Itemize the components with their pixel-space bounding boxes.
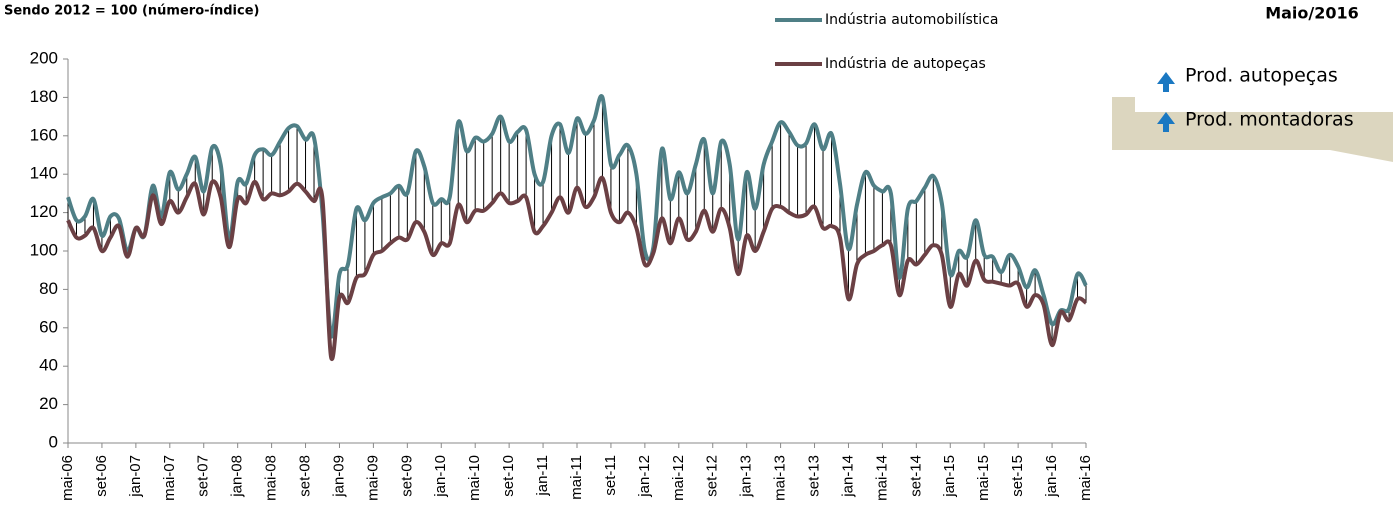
y-tick-label: 0 [49,432,58,451]
x-tick-label: mai-16 [1077,455,1094,501]
x-tick-label: mai-07 [161,455,178,501]
x-tick-label: jan-07 [127,455,144,498]
y-tick-label: 160 [30,125,58,144]
x-tick-label: set-08 [297,455,314,497]
y-tick-label: 60 [39,317,58,336]
x-tick-label: mai-14 [873,455,890,501]
x-tick-label: set-09 [398,455,415,497]
panel-bg [1112,97,1393,162]
x-tick-label: mai-15 [975,455,992,501]
x-tick-label: jan-13 [738,455,755,498]
x-tick-label: set-11 [602,455,619,496]
series-line [66,94,1088,339]
y-tick-label: 100 [30,240,58,259]
x-tick-label: mai-06 [59,455,76,501]
legend-label: Indústria de autopeças [825,56,986,72]
y-tick-label: 140 [30,164,58,183]
subtitle: Sendo 2012 = 100 (número-índice) [4,4,259,19]
x-tick-label: mai-10 [466,455,483,501]
x-tick-label: set-12 [704,455,721,497]
x-tick-label: jan-10 [432,455,449,498]
x-tick-label: mai-11 [568,455,585,500]
legend-label: Indústria automobilística [825,12,998,28]
x-tick-label: jan-16 [1043,455,1060,498]
x-tick-label: jan-14 [839,455,856,498]
y-tick-label: 20 [39,394,58,413]
x-tick-label: mai-08 [263,455,280,501]
arrow-icons [1157,72,1175,132]
y-tick-label: 180 [30,87,58,106]
y-tick-label: 80 [39,279,58,298]
y-tick-label: 120 [30,202,58,221]
x-tick-label: mai-09 [364,455,381,501]
panel-item: Prod. autopeças [1185,65,1338,87]
x-tick-label: mai-12 [670,455,687,501]
x-tick-label: jan-11 [534,455,551,497]
x-tick-label: jan-08 [229,455,246,498]
x-tick-label: mai-13 [772,455,789,501]
x-tick-label: set-10 [500,455,517,497]
x-tick-label: set-13 [806,455,823,497]
x-tick-label: jan-09 [330,455,347,498]
x-tick-label: set-15 [1009,455,1026,497]
y-tick-label: 200 [30,48,58,67]
x-tick-label: jan-12 [636,455,653,498]
y-tick-label: 40 [39,356,58,375]
panel-item: Prod. montadoras [1185,109,1354,131]
x-tick-label: set-14 [907,455,924,497]
period: Maio/2016 [1265,4,1359,23]
x-tick-label: set-07 [195,455,212,497]
x-tick-label: jan-15 [941,455,958,498]
x-tick-label: set-06 [93,455,110,497]
series-line [66,175,1088,362]
